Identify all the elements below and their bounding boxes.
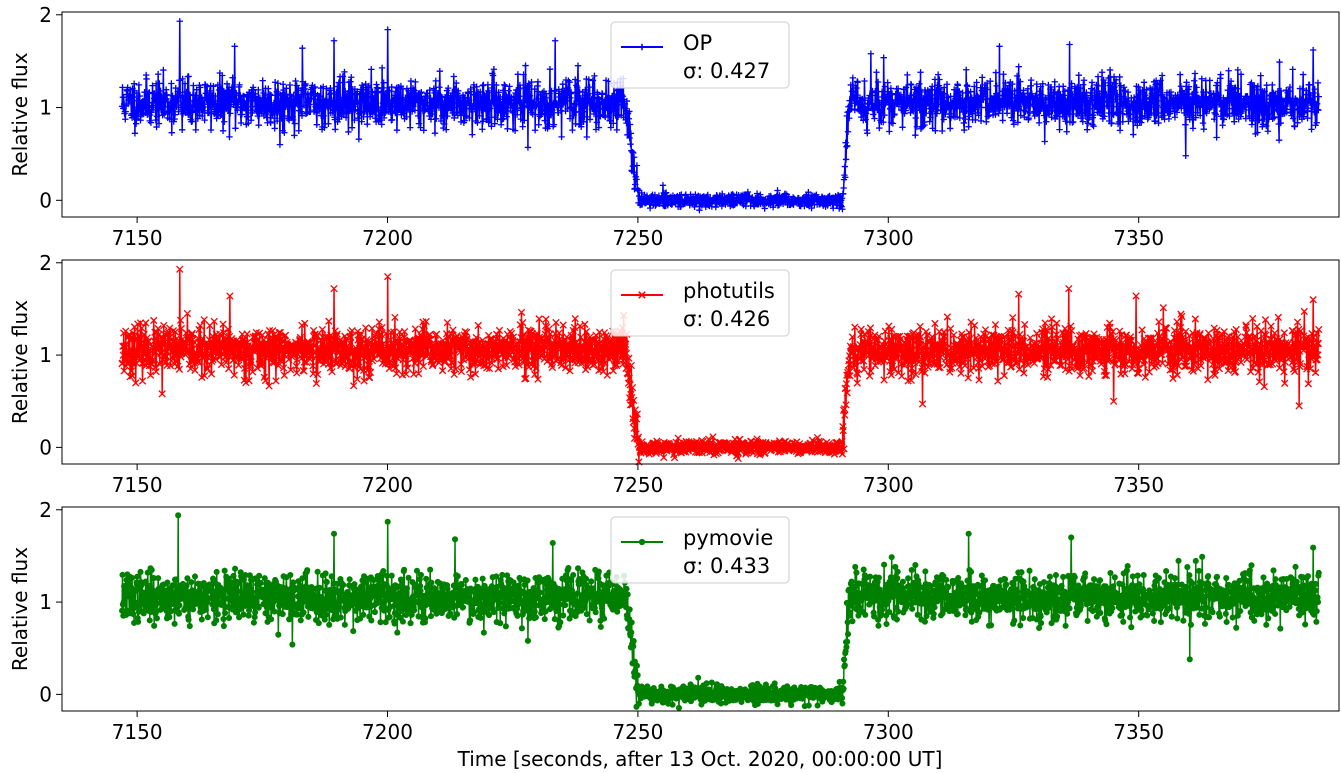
axes-frame [61,259,1340,465]
y-tick-label: 0 [39,435,52,459]
x-tick-label: 7150 [112,226,163,250]
y-axis-label: Relative flux [8,547,32,671]
legend-swatch-marker [638,291,646,299]
legend: OP σ: 0.427 [610,21,790,89]
legend-sigma-annotation: σ: 0.426 [683,307,770,331]
x-tick-label: 7200 [362,720,413,744]
x-tick-label: 7250 [612,226,663,250]
legend-series-name: pymovie [683,526,773,550]
legend-swatch-marker [638,43,646,51]
panel-op: 7150 7200 7250 7300 7350 0 1 2 Relative flux OP σ:… [8,3,1340,250]
legend-series-name: OP [683,31,712,55]
axes-frame [61,506,1340,712]
legend: pymovie σ: 0.433 [610,516,790,584]
legend-box [610,21,790,89]
legend-sigma-annotation: σ: 0.427 [683,59,770,83]
legend-box [610,269,790,337]
x-tick-label: 7200 [362,473,413,497]
panel-pymovie: 7150 7200 7250 7300 7350 0 1 2 Relative flux pymo… [8,498,1340,744]
y-axis-label: Relative flux [8,52,32,176]
legend-sigma-annotation: σ: 0.433 [683,554,770,578]
x-tick-label: 7200 [362,226,413,250]
legend-box [610,516,790,584]
y-tick-label: 1 [39,96,52,120]
y-tick-label: 0 [39,188,52,212]
y-tick-label: 1 [39,590,52,614]
x-tick-label: 7350 [1113,720,1164,744]
x-tick-label: 7250 [612,473,663,497]
x-tick-label: 7300 [863,720,914,744]
series-markers-photutils [118,265,1323,466]
series-markers-pymovie [119,512,1322,711]
y-tick-label: 1 [39,343,52,367]
x-tick-label: 7250 [612,720,663,744]
x-tick-label: 7300 [863,473,914,497]
x-tick-label: 7150 [112,720,163,744]
y-tick-label: 0 [39,682,52,706]
x-tick-label: 7300 [863,226,914,250]
y-tick-label: 2 [39,251,52,275]
axes-frame [61,11,1340,218]
x-axis-label: Time [seconds, after 13 Oct. 2020, 00:00… [457,747,943,771]
panel-photutils: 7150 7200 7250 7300 7350 0 1 2 Relative flux phot… [8,251,1340,497]
legend: photutils σ: 0.426 [610,269,790,337]
legend-swatch-marker [638,538,646,546]
x-tick-label: 7150 [112,473,163,497]
y-tick-label: 2 [39,498,52,522]
x-tick-label: 7350 [1113,226,1164,250]
legend-series-name: photutils [683,279,775,303]
series-markers-OP [118,18,1322,214]
y-tick-label: 2 [39,3,52,27]
y-axis-label: Relative flux [8,300,32,424]
x-tick-label: 7350 [1113,473,1164,497]
